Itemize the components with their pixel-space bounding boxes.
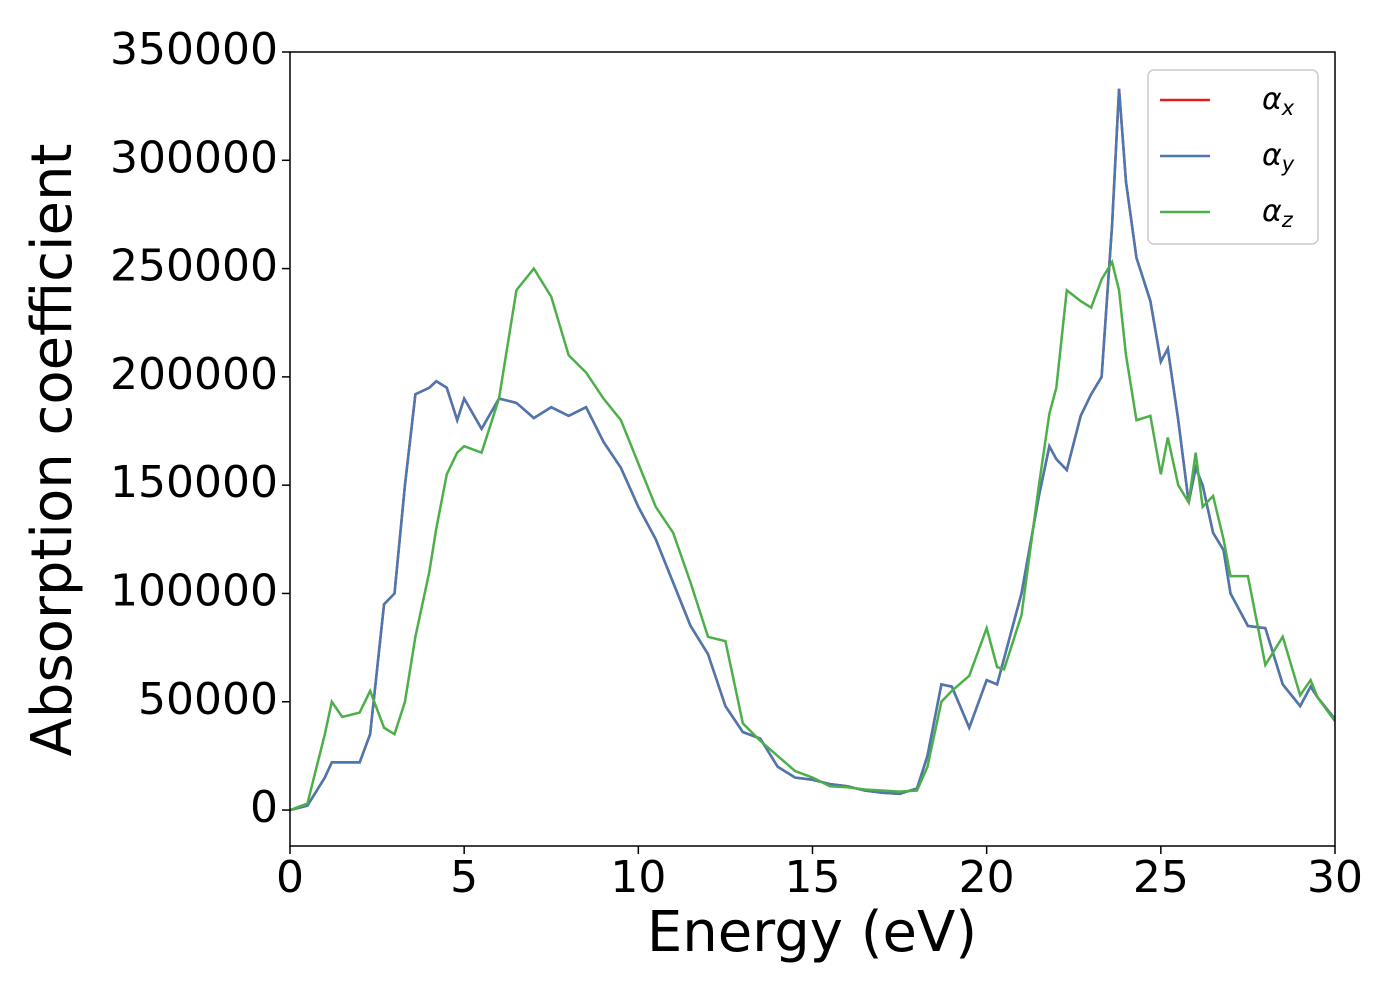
y-axis-label: Absorption coefficient bbox=[20, 144, 85, 757]
legend-box bbox=[1147, 69, 1319, 245]
legend-label: αx bbox=[1262, 82, 1295, 121]
x-tick-label: 15 bbox=[785, 852, 841, 903]
y-tick-label: 0 bbox=[250, 782, 278, 833]
plot-frame bbox=[289, 51, 1336, 847]
line-series bbox=[290, 88, 1335, 812]
line-series bbox=[290, 258, 1335, 812]
y-tick-label: 200000 bbox=[110, 349, 278, 400]
x-tick-label: 10 bbox=[610, 852, 666, 903]
x-tick-label: 20 bbox=[959, 852, 1015, 903]
legend-label: αz bbox=[1262, 194, 1294, 233]
y-tick-label: 350000 bbox=[110, 24, 278, 75]
x-tick-label: 5 bbox=[450, 852, 478, 903]
x-tick-label: 30 bbox=[1307, 852, 1363, 903]
x-tick-label: 25 bbox=[1133, 852, 1189, 903]
y-tick-label: 250000 bbox=[110, 241, 278, 292]
y-tick-label: 100000 bbox=[110, 565, 278, 616]
y-tick-label: 150000 bbox=[110, 457, 278, 508]
x-axis-label: Energy (eV) bbox=[647, 900, 977, 965]
y-tick-label: 50000 bbox=[138, 674, 278, 725]
legend-label: αy bbox=[1262, 138, 1295, 177]
x-tick-label: 0 bbox=[276, 852, 304, 903]
y-tick-label: 300000 bbox=[110, 132, 278, 183]
